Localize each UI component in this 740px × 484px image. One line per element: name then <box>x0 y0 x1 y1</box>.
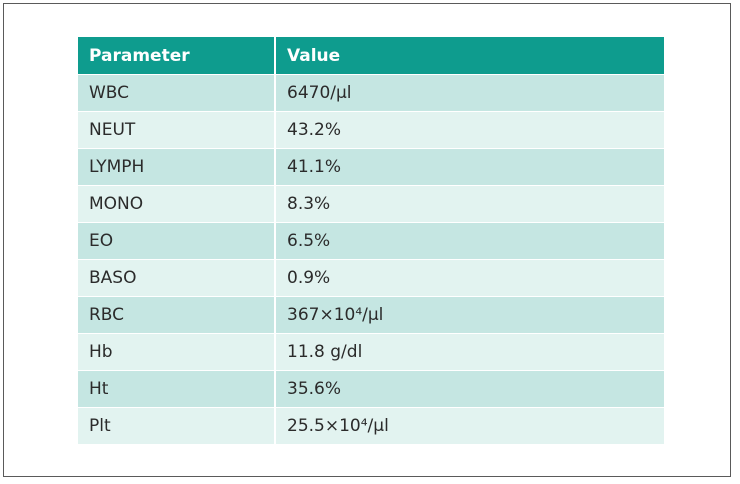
parameter-cell: NEUT <box>78 111 274 148</box>
value-cell: 0.9% <box>274 259 664 296</box>
parameter-cell: BASO <box>78 259 274 296</box>
parameter-cell: WBC <box>78 74 274 111</box>
table-row: Plt 25.5×10⁴/μl <box>78 407 664 444</box>
table-row: Hb 11.8 g/dl <box>78 333 664 370</box>
table-row: Ht 35.6% <box>78 370 664 407</box>
lab-results-table: Parameter Value WBC 6470/μl NEUT 43.2% L… <box>78 37 664 444</box>
value-cell: 41.1% <box>274 148 664 185</box>
value-cell: 367×10⁴/μl <box>274 296 664 333</box>
parameter-cell: Ht <box>78 370 274 407</box>
value-cell: 25.5×10⁴/μl <box>274 407 664 444</box>
value-cell: 35.6% <box>274 370 664 407</box>
figure-frame: Parameter Value WBC 6470/μl NEUT 43.2% L… <box>3 3 731 477</box>
table-row: LYMPH 41.1% <box>78 148 664 185</box>
table-row: BASO 0.9% <box>78 259 664 296</box>
parameter-cell: EO <box>78 222 274 259</box>
value-cell: 6.5% <box>274 222 664 259</box>
parameter-cell: Plt <box>78 407 274 444</box>
parameter-cell: MONO <box>78 185 274 222</box>
table-row: MONO 8.3% <box>78 185 664 222</box>
value-cell: 8.3% <box>274 185 664 222</box>
parameter-cell: Hb <box>78 333 274 370</box>
column-header-value: Value <box>274 37 664 74</box>
parameter-cell: LYMPH <box>78 148 274 185</box>
table-header-row: Parameter Value <box>78 37 664 74</box>
table-row: RBC 367×10⁴/μl <box>78 296 664 333</box>
value-cell: 11.8 g/dl <box>274 333 664 370</box>
value-cell: 43.2% <box>274 111 664 148</box>
table-row: NEUT 43.2% <box>78 111 664 148</box>
table-row: WBC 6470/μl <box>78 74 664 111</box>
column-header-parameter: Parameter <box>78 37 274 74</box>
value-cell: 6470/μl <box>274 74 664 111</box>
table-row: EO 6.5% <box>78 222 664 259</box>
parameter-cell: RBC <box>78 296 274 333</box>
